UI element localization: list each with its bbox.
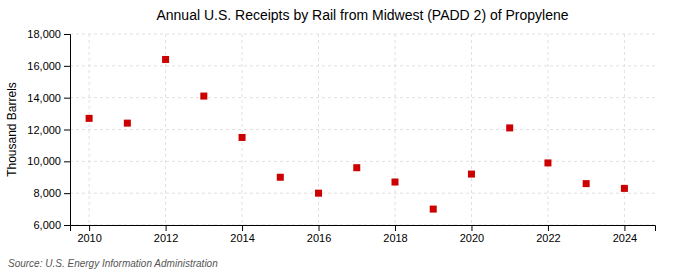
y-tick-mark [64, 34, 70, 35]
y-tick: 8,000 [33, 187, 70, 199]
x-tick-label: 2024 [613, 232, 637, 244]
x-tick-mark [395, 225, 396, 231]
point [621, 185, 628, 192]
y-tick-label: 8,000 [33, 187, 61, 199]
y-tick: 14,000 [27, 92, 70, 104]
x-axis: 2010 2012 2014 2016 2018 2020 2022 2024 [71, 225, 656, 244]
plot-area: 2010 2012 2014 2016 2018 2020 2022 2024 6,000 8,0… [27, 28, 655, 244]
y-tick-mark [64, 225, 70, 226]
x-tick-mark [319, 225, 320, 231]
grid-line-y [70, 65, 655, 66]
y-tick-mark [64, 193, 70, 194]
point [392, 179, 399, 186]
point [430, 206, 437, 213]
x-tick-label: 2018 [383, 232, 407, 244]
point [162, 56, 169, 63]
chart: 2010 2012 2014 2016 2018 2020 2022 2024 6,000 8,0… [0, 0, 675, 275]
x-tick-mark [89, 225, 90, 231]
y-axis-line [64, 35, 71, 226]
point [468, 171, 475, 178]
y-tick-mark [64, 98, 70, 99]
points [86, 56, 628, 213]
y-tick-mark [64, 130, 70, 131]
x-tick-label: 2010 [77, 232, 101, 244]
y-tick: 6,000 [33, 219, 70, 231]
y-axis: 6,000 8,000 10,000 12,000 14,000 16,000 18,000 [27, 28, 70, 231]
grid-line-y [70, 97, 655, 98]
x-tick-mark [242, 225, 243, 231]
point [239, 134, 246, 141]
grid-line-y [70, 193, 655, 194]
source-note: Source: U.S. Energy Information Administ… [8, 258, 218, 269]
title: Annual U.S. Receipts by Rail from Midwes… [156, 7, 568, 23]
grid-line-x [242, 34, 243, 225]
y-tick-mark [64, 66, 70, 67]
y-tick-label: 16,000 [27, 60, 61, 72]
grid-line-y [70, 129, 655, 130]
point [315, 190, 322, 197]
x-tick: 2010 [77, 225, 101, 244]
x-tick: 2024 [613, 225, 637, 244]
x-axis-line [71, 226, 656, 232]
point [277, 174, 284, 181]
y-tick-label: 12,000 [27, 124, 61, 136]
x-tick-mark [166, 225, 167, 231]
y-tick: 12,000 [27, 124, 70, 136]
x-tick: 2012 [154, 225, 178, 244]
point [86, 115, 93, 122]
x-tick-mark [548, 225, 549, 231]
x-tick-label: 2012 [154, 232, 178, 244]
point [583, 180, 590, 187]
x-tick: 2022 [536, 225, 560, 244]
y-tick-label: 14,000 [27, 92, 61, 104]
point [124, 120, 131, 127]
x-tick: 2018 [383, 225, 407, 244]
x-tick-label: 2020 [460, 232, 484, 244]
x-tick-mark [624, 225, 625, 231]
grid-line-x [89, 34, 90, 225]
grid-line-x [471, 34, 472, 225]
point [544, 159, 551, 166]
x-tick-mark [471, 225, 472, 231]
y-tick: 18,000 [27, 28, 70, 40]
y-tick-label: 10,000 [27, 155, 61, 167]
y-tick-label: 18,000 [27, 28, 61, 40]
grid-line-y [70, 161, 655, 162]
x-tick-label: 2014 [230, 232, 254, 244]
point [506, 124, 513, 131]
grid-line-x [624, 34, 625, 225]
x-tick-label: 2022 [536, 232, 560, 244]
y-axis-title: Thousand Barrels [5, 82, 19, 177]
grid [70, 34, 655, 225]
x-tick: 2020 [460, 225, 484, 244]
y-tick-label: 6,000 [33, 219, 61, 231]
x-tick: 2016 [307, 225, 331, 244]
x-tick-label: 2016 [307, 232, 331, 244]
y-tick: 10,000 [27, 155, 70, 167]
grid-line-x [395, 34, 396, 225]
point [353, 164, 360, 171]
grid-line-y [70, 34, 655, 35]
y-tick: 16,000 [27, 60, 70, 72]
x-tick: 2014 [230, 225, 254, 244]
y-tick-mark [64, 161, 70, 162]
point [200, 93, 207, 100]
grid-line-x [547, 34, 548, 225]
